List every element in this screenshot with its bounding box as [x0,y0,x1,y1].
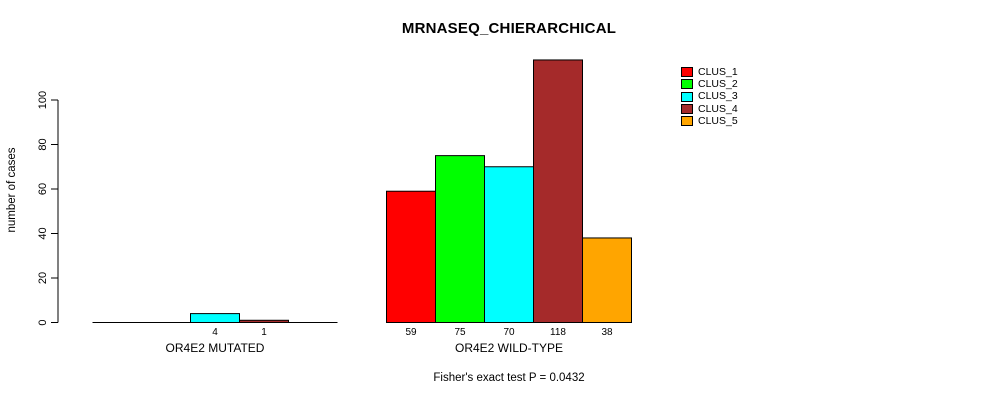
legend-item: CLUS_5 [681,115,738,127]
bar-value-label: 59 [405,327,417,338]
bar-value-label: 1 [261,327,267,338]
legend-label: CLUS_3 [698,90,738,103]
y-axis-tick-label: 60 [37,183,49,195]
legend-swatch [681,79,693,90]
legend-swatch [681,104,693,115]
legend-item: CLUS_2 [681,78,738,90]
bar-value-label: 118 [550,327,566,338]
legend-label: CLUS_1 [698,65,738,78]
legend-swatch [681,67,693,78]
y-axis-tick-label: 80 [37,138,49,150]
bar-value-label: 38 [601,327,613,338]
y-axis-tick-label: 100 [37,91,49,109]
legend-label: CLUS_2 [698,78,738,91]
bar-value-label: 4 [212,327,218,338]
y-axis-tick-label: 40 [37,227,49,239]
bar-clus_2-group2 [435,155,485,323]
bar-clus_4-group2 [533,59,583,323]
bar-clus_5-group2 [582,237,632,323]
legend-swatch [681,91,693,102]
fisher-test-annotation: Fisher's exact test P = 0.0432 [433,372,585,384]
legend: CLUS_1 CLUS_2 CLUS_3 CLUS_4 CLUS_5 [681,66,738,127]
legend-label: CLUS_4 [698,102,738,115]
bar-clus_4-group1 [239,319,289,323]
chart-title: MRNASEQ_CHIERARCHICAL [401,20,617,37]
legend-item: CLUS_1 [681,66,738,78]
legend-label: CLUS_5 [698,115,738,128]
legend-item: CLUS_4 [681,103,738,115]
bar-clus_3-group1 [190,313,240,324]
bar-value-label: 75 [454,327,466,338]
y-axis-tick-label: 0 [37,319,49,325]
group-label: OR4E2 MUTATED [166,341,265,355]
legend-swatch [681,116,693,127]
group-label: OR4E2 WILD-TYPE [455,341,563,355]
legend-item: CLUS_3 [681,91,738,103]
bar-value-label: 70 [503,327,515,338]
bar-clus_1-group2 [386,190,436,323]
bar-clus_3-group2 [484,166,534,323]
y-axis-tick-label: 20 [37,272,49,284]
